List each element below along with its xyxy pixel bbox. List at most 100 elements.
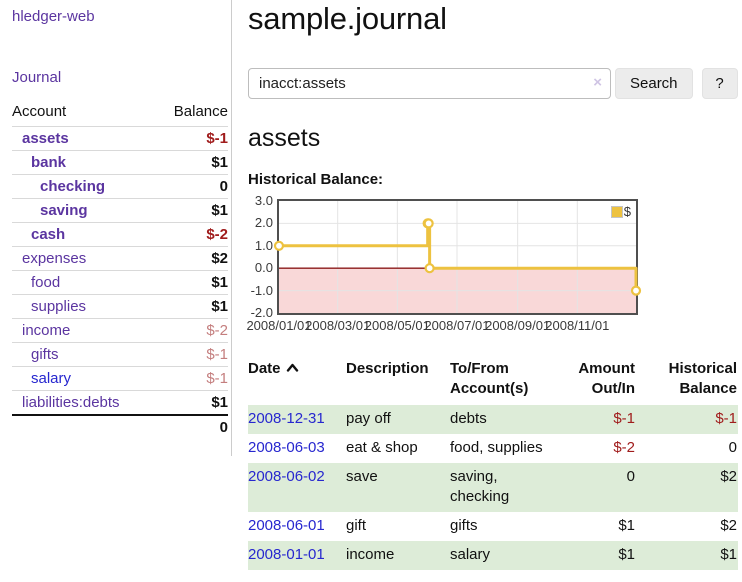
accounts-header-balance: Balance [173, 103, 228, 120]
transaction-date-link[interactable]: 2008-06-03 [248, 439, 325, 456]
transaction-amount-cell: $-2 [613, 439, 635, 456]
transaction-date-cell: 2008-06-02 [248, 463, 346, 512]
account-link[interactable]: checking [40, 178, 106, 195]
help-button[interactable]: ? [701, 68, 738, 99]
historical-balance-chart: 3.0 2.0 1.0 0.0 -1.0 -2.0 $ 2008/01/01 2008/03… [246, 193, 738, 337]
account-link[interactable]: supplies [31, 298, 87, 315]
transaction-balance-cell: $2 [720, 468, 737, 485]
transaction-row[interactable]: 2008-01-01 income salary $1 $1 [248, 541, 738, 570]
search-input[interactable] [248, 68, 611, 99]
y-tick-label: 0.0 [254, 260, 273, 276]
account-link[interactable]: assets [22, 130, 69, 147]
account-link[interactable]: expenses [22, 250, 87, 267]
account-name-cell: cash [12, 222, 156, 247]
account-row: saving $1 [12, 198, 228, 223]
account-balance: $-2 [155, 222, 228, 247]
accounts-total-row: 0 [12, 414, 228, 439]
transaction-balance-cell: $1 [720, 546, 737, 563]
account-balance: 0 [155, 174, 228, 199]
app-title-link[interactable]: hledger-web [12, 8, 95, 25]
account-row: salary $-1 [12, 366, 228, 391]
y-tick-label: 3.0 [254, 193, 273, 208]
transaction-date-cell: 2008-12-31 [248, 405, 346, 434]
header-balance: Historical Balance [668, 360, 737, 397]
search-form: × Search ? [248, 68, 738, 99]
transaction-row[interactable]: 2008-06-03 eat & shop food, supplies $-2 0 [248, 434, 738, 463]
x-tick-label: 2008/05/01 [364, 318, 430, 333]
transaction-amount-cell: $1 [618, 517, 635, 534]
account-name-cell: bank [12, 150, 156, 175]
account-balance: $-1 [155, 366, 228, 391]
chart-x-axis-labels: 2008/01/01 2008/03/01 2008/05/01 2008/07/01… [246, 318, 738, 334]
account-balance: $1 [155, 390, 228, 415]
account-link[interactable]: bank [31, 154, 67, 171]
account-name-cell: income [12, 318, 156, 343]
header-tofrom: To/From Account(s) [450, 360, 529, 397]
x-tick-label: 2008/07/01 [424, 318, 490, 333]
header-description: Description [346, 360, 429, 377]
transaction-accounts-cell: gifts [450, 517, 478, 534]
account-row: food $1 [12, 270, 228, 295]
chart-title: Historical Balance: [248, 171, 384, 188]
transaction-description-cell: save [346, 468, 378, 485]
x-tick-label: 2008/03/01 [305, 318, 371, 333]
account-balance: $1 [155, 270, 228, 295]
account-link[interactable]: food [31, 274, 61, 291]
x-tick-label: 2008/01/01 [246, 318, 312, 333]
account-name-cell: saving [12, 198, 156, 223]
account-balance: $-2 [155, 318, 228, 343]
transaction-date-link[interactable]: 2008-06-01 [248, 517, 325, 534]
accounts-header-account: Account [12, 103, 67, 120]
transaction-date-cell: 2008-01-01 [248, 541, 346, 570]
account-balance: $1 [155, 150, 228, 175]
x-tick-label: 2008/09/01 [485, 318, 551, 333]
search-input-wrap: × [248, 68, 611, 99]
transaction-description-cell: income [346, 546, 395, 563]
sidebar-item-journal[interactable]: Journal [12, 69, 62, 86]
transaction-date-link[interactable]: 2008-06-02 [248, 468, 325, 485]
account-row: income $-2 [12, 318, 228, 343]
y-tick-label: -1.0 [250, 282, 273, 298]
transaction-row[interactable]: 2008-06-02 save saving, checking 0 $2 [248, 463, 738, 512]
account-balance: $-1 [155, 342, 228, 367]
transactions-header-row: Date Description To/From Account(s) Amoun… [248, 357, 738, 405]
header-date[interactable]: Date [248, 357, 346, 405]
account-name-cell: assets [12, 126, 156, 151]
account-link[interactable]: cash [31, 226, 66, 243]
transaction-date-cell: 2008-06-03 [248, 434, 346, 463]
chart-canvas [273, 201, 642, 313]
y-tick-label: -2.0 [250, 305, 273, 320]
account-link[interactable]: salary [31, 370, 72, 387]
search-button[interactable]: Search [615, 68, 693, 99]
account-heading: assets [248, 124, 321, 152]
transaction-description-cell: pay off [346, 410, 391, 427]
clear-search-icon[interactable]: × [593, 74, 602, 91]
y-tick-label: 2.0 [254, 215, 273, 231]
account-link[interactable]: liabilities:debts [22, 394, 120, 411]
account-link[interactable]: gifts [31, 346, 59, 363]
account-row: supplies $1 [12, 294, 228, 319]
sort-ascending-icon [286, 363, 298, 372]
account-name-cell: checking [12, 174, 156, 199]
transaction-amount-cell: 0 [626, 468, 635, 485]
transaction-date-link[interactable]: 2008-12-31 [248, 410, 325, 427]
accounts-balance-table: Account Balance assets $-1 bank $1 checking 0… [12, 99, 228, 439]
account-balance: $-1 [155, 126, 228, 151]
transaction-row[interactable]: 2008-12-31 pay off debts $-1 $-1 [248, 405, 738, 434]
account-balance: $1 [155, 198, 228, 223]
sidebar: hledger-web Journal Account Balance asse… [0, 0, 232, 456]
transaction-row[interactable]: 2008-06-01 gift gifts $1 $2 [248, 512, 738, 541]
chart-plot-area[interactable]: $ [273, 199, 642, 315]
account-name-cell: salary [12, 366, 156, 391]
main-content: sample.journal × Search ? assets Histori… [232, 0, 742, 570]
transaction-date-link[interactable]: 2008-01-01 [248, 546, 325, 563]
account-link[interactable]: income [22, 322, 71, 339]
account-link[interactable]: saving [40, 202, 88, 219]
app: hledger-web Journal Account Balance asse… [0, 0, 742, 570]
x-tick-label: 2008/11/01 [545, 318, 610, 333]
account-row: checking 0 [12, 174, 228, 199]
account-row: expenses $2 [12, 246, 228, 271]
transaction-description-cell: gift [346, 517, 367, 534]
transaction-accounts-cell: food, supplies [450, 439, 543, 456]
legend-label: $ [623, 204, 631, 219]
